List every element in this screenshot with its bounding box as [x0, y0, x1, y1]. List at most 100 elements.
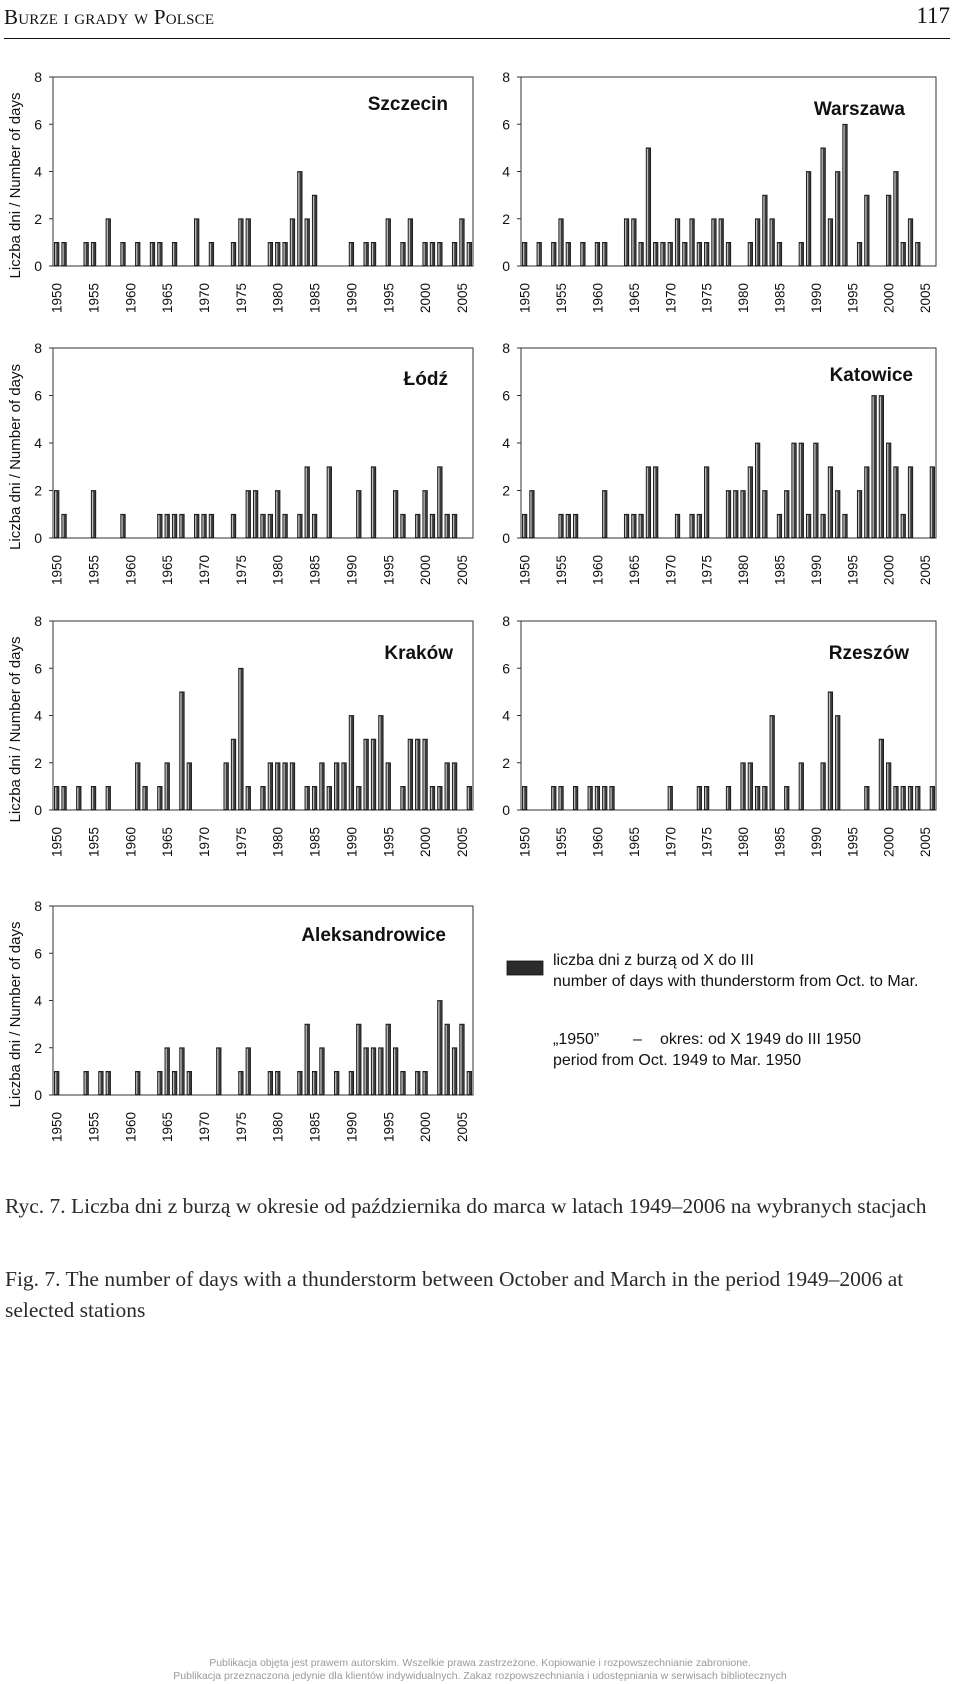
- lodz-bar: [90, 490, 97, 539]
- lodz-bar: [311, 513, 318, 539]
- rzeszow-bar: [667, 786, 673, 811]
- aleksandrowice-bar: [422, 1071, 428, 1096]
- lodz-bar: [54, 490, 60, 539]
- szczecin-bar: [105, 218, 111, 267]
- rzeszow-bar: [747, 762, 753, 811]
- krakow-y-tick-label: 4: [34, 708, 42, 724]
- katowice-x-tick-label: 1980: [736, 555, 751, 585]
- lodz-bar: [297, 513, 303, 539]
- krakow-bar: [54, 786, 60, 811]
- lodz-y-tick-label: 0: [34, 530, 42, 546]
- aleksandrowice-bar: [437, 1000, 443, 1096]
- szczecin-x-tick-label: 1995: [381, 283, 396, 313]
- krakow-y-tick-label: 8: [34, 613, 42, 629]
- rzeszow-y-tick-label: 8: [502, 613, 510, 629]
- katowice-bar: [565, 513, 571, 539]
- szczecin-bar: [311, 194, 318, 267]
- katowice-bar: [805, 513, 812, 539]
- warszawa-bar: [856, 242, 863, 267]
- aleksandrowice-y-tick-label: 6: [34, 945, 42, 961]
- szczecin-bar: [120, 242, 126, 267]
- szczecin-bar: [304, 218, 310, 267]
- szczecin-y-tick-label: 4: [34, 164, 42, 180]
- katowice-bar: [871, 395, 877, 539]
- rzeszow-bar: [835, 715, 841, 811]
- katowice-x-tick-label: 1990: [809, 555, 824, 585]
- szczecin-x-tick-label: 1985: [308, 283, 323, 313]
- katowice-bar: [558, 513, 564, 539]
- warszawa-bar: [645, 147, 652, 267]
- warszawa-x-tick-label: 1970: [663, 283, 678, 313]
- katowice-bar: [645, 466, 652, 539]
- krakow-bar: [319, 762, 325, 811]
- legend-swatch: [506, 960, 544, 976]
- katowice-bar: [929, 466, 935, 539]
- warszawa-x-tick-label: 1960: [590, 283, 605, 313]
- katowice-bar: [704, 466, 710, 539]
- rzeszow-bar: [864, 786, 870, 811]
- aleksandrowice-x-tick-label: 1960: [123, 1112, 138, 1142]
- warszawa-y-tick-label: 2: [502, 211, 510, 227]
- krakow-bar: [429, 786, 436, 811]
- szczecin-bar: [90, 242, 97, 267]
- krakow-bar: [422, 738, 428, 811]
- warszawa-bar: [718, 218, 724, 267]
- rzeszow-x-tick-label: 2005: [918, 827, 933, 857]
- rzeszow-bar: [762, 786, 768, 811]
- rzeszow-bar: [900, 786, 906, 811]
- rzeszow-x-tick-label: 1980: [736, 827, 751, 857]
- lodz-bar: [179, 513, 185, 539]
- aleksandrowice-y-tick-label: 4: [34, 993, 42, 1009]
- krakow-bar: [223, 762, 229, 811]
- szczecin-x-tick-label: 1960: [123, 283, 138, 313]
- lodz-bar: [61, 513, 67, 539]
- aleksandrowice-bar: [400, 1071, 406, 1096]
- lodz-x-tick-label: 1970: [197, 555, 212, 585]
- warszawa-y-tick-label: 8: [502, 69, 510, 85]
- rzeszow-bar: [725, 786, 732, 811]
- lodz-x-tick-label: 1965: [160, 555, 175, 585]
- rzeszow-bar: [769, 715, 775, 811]
- katowice-x-tick-label: 2000: [882, 555, 897, 585]
- lodz-x-tick-label: 1990: [344, 555, 359, 585]
- katowice-bar: [572, 513, 579, 539]
- warszawa-bar: [762, 194, 768, 267]
- katowice-bar: [798, 442, 804, 539]
- katowice-bar: [893, 466, 899, 539]
- warszawa-bar: [522, 242, 528, 267]
- krakow-bar: [260, 786, 266, 811]
- rzeszow-bar: [572, 786, 579, 811]
- lodz-bar: [171, 513, 178, 539]
- warszawa-bar: [776, 242, 783, 267]
- szczecin-bar: [157, 242, 163, 267]
- szczecin-bar: [437, 242, 443, 267]
- aleksandrowice-bar: [135, 1071, 141, 1096]
- aleksandrowice-station-title: Aleksandrowice: [301, 925, 446, 946]
- aleksandrowice-bar: [216, 1047, 222, 1096]
- katowice-bar: [696, 513, 702, 539]
- warszawa-bar: [820, 147, 826, 267]
- krakow-bar: [61, 786, 67, 811]
- warszawa-y-tick-label: 4: [502, 164, 510, 180]
- warszawa-bar: [842, 123, 848, 267]
- warszawa-bar: [827, 218, 834, 267]
- lodz-bar: [230, 513, 237, 539]
- warszawa-bar: [631, 218, 637, 267]
- warszawa-bar: [704, 242, 710, 267]
- aleksandrowice-bar: [171, 1071, 178, 1096]
- krakow-bar: [378, 715, 384, 811]
- lodz-bar: [120, 513, 126, 539]
- krakow-bar: [311, 786, 318, 811]
- katowice-bar: [602, 490, 608, 539]
- katowice-bar: [886, 442, 892, 539]
- rzeszow-y-tick-label: 4: [502, 708, 510, 724]
- szczecin-bar: [135, 242, 141, 267]
- krakow-y-tick-label: 6: [34, 660, 42, 676]
- rzeszow-x-tick-label: 1985: [772, 827, 787, 857]
- warszawa-bar: [667, 242, 673, 267]
- aleksandrowice-bar: [297, 1071, 303, 1096]
- warszawa-bar: [623, 218, 630, 267]
- warszawa-bar: [886, 194, 892, 267]
- katowice-bar: [835, 490, 841, 539]
- warszawa-bar: [893, 171, 899, 267]
